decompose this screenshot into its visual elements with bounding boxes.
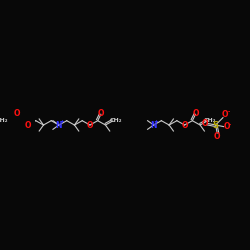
Text: CH₂: CH₂ bbox=[204, 118, 217, 123]
Text: -: - bbox=[227, 110, 230, 114]
Text: N: N bbox=[150, 120, 157, 130]
Text: CH₂: CH₂ bbox=[0, 118, 8, 123]
Text: O: O bbox=[98, 109, 104, 118]
Text: O: O bbox=[214, 132, 220, 141]
Text: O: O bbox=[222, 110, 228, 119]
Text: O: O bbox=[192, 109, 199, 118]
Text: N: N bbox=[56, 120, 62, 130]
Text: -: - bbox=[229, 122, 231, 127]
Text: O: O bbox=[224, 122, 230, 131]
Text: O: O bbox=[87, 120, 93, 130]
Text: CH₂: CH₂ bbox=[110, 118, 122, 123]
Text: O: O bbox=[201, 119, 208, 128]
Text: +: + bbox=[154, 120, 158, 124]
Text: O: O bbox=[181, 120, 188, 130]
Text: S: S bbox=[212, 120, 218, 130]
Text: O: O bbox=[14, 109, 20, 118]
Text: +: + bbox=[59, 120, 64, 124]
Text: O: O bbox=[25, 120, 31, 130]
